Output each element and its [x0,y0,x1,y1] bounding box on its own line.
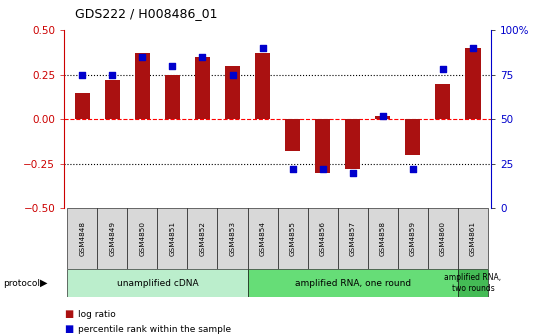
Text: GDS222 / H008486_01: GDS222 / H008486_01 [75,7,218,20]
Text: GSM4861: GSM4861 [470,221,476,256]
Bar [285,119,300,151]
Bar [248,269,458,297]
Point [198,54,207,60]
Bar [187,208,218,269]
Text: GSM4856: GSM4856 [320,221,326,256]
Point [348,170,357,175]
Bar [428,208,458,269]
Text: GSM4849: GSM4849 [109,221,116,256]
Text: amplified RNA, one round: amplified RNA, one round [295,279,411,288]
Point [439,67,448,72]
Point [228,72,237,78]
Bar [278,208,307,269]
Text: GSM4855: GSM4855 [290,221,296,256]
Point [318,166,327,172]
Point [78,72,86,78]
Bar [315,119,330,173]
Bar [345,119,360,169]
Bar [157,208,187,269]
Bar [127,208,157,269]
Bar [405,119,420,155]
Text: ■: ■ [64,309,74,319]
Bar [67,208,97,269]
Point [469,45,478,51]
Bar [307,208,338,269]
Text: unamplified cDNA: unamplified cDNA [117,279,198,288]
Text: GSM4860: GSM4860 [440,221,446,256]
Point [108,72,117,78]
Text: GSM4859: GSM4859 [410,221,416,256]
Text: GSM4853: GSM4853 [229,221,235,256]
Text: GSM4851: GSM4851 [170,221,175,256]
Bar [135,53,150,119]
Bar [368,208,398,269]
Point [168,63,177,69]
Bar [376,116,391,119]
Bar [67,269,248,297]
Point [138,54,147,60]
Bar [458,208,488,269]
Text: percentile rank within the sample: percentile rank within the sample [78,325,231,334]
Text: log ratio: log ratio [78,310,116,319]
Bar [105,80,120,119]
Point [408,166,417,172]
Bar [165,75,180,119]
Bar [218,208,248,269]
Bar [338,208,368,269]
Bar [195,57,210,119]
Bar [248,208,278,269]
Bar [458,269,488,297]
Point [258,45,267,51]
Bar [435,84,450,119]
Text: GSM4848: GSM4848 [79,221,85,256]
Bar [465,48,480,119]
Bar [225,66,240,119]
Text: ■: ■ [64,324,74,334]
Text: GSM4852: GSM4852 [199,221,205,256]
Point [378,113,387,118]
Bar [398,208,428,269]
Text: amplified RNA,
two rounds: amplified RNA, two rounds [444,274,502,293]
Text: ▶: ▶ [40,278,47,288]
Text: GSM4850: GSM4850 [140,221,145,256]
Text: GSM4858: GSM4858 [380,221,386,256]
Point [288,166,297,172]
Text: protocol: protocol [3,279,40,288]
Text: GSM4857: GSM4857 [350,221,356,256]
Bar [75,93,90,119]
Text: GSM4854: GSM4854 [259,221,266,256]
Bar [97,208,127,269]
Bar [255,53,270,119]
